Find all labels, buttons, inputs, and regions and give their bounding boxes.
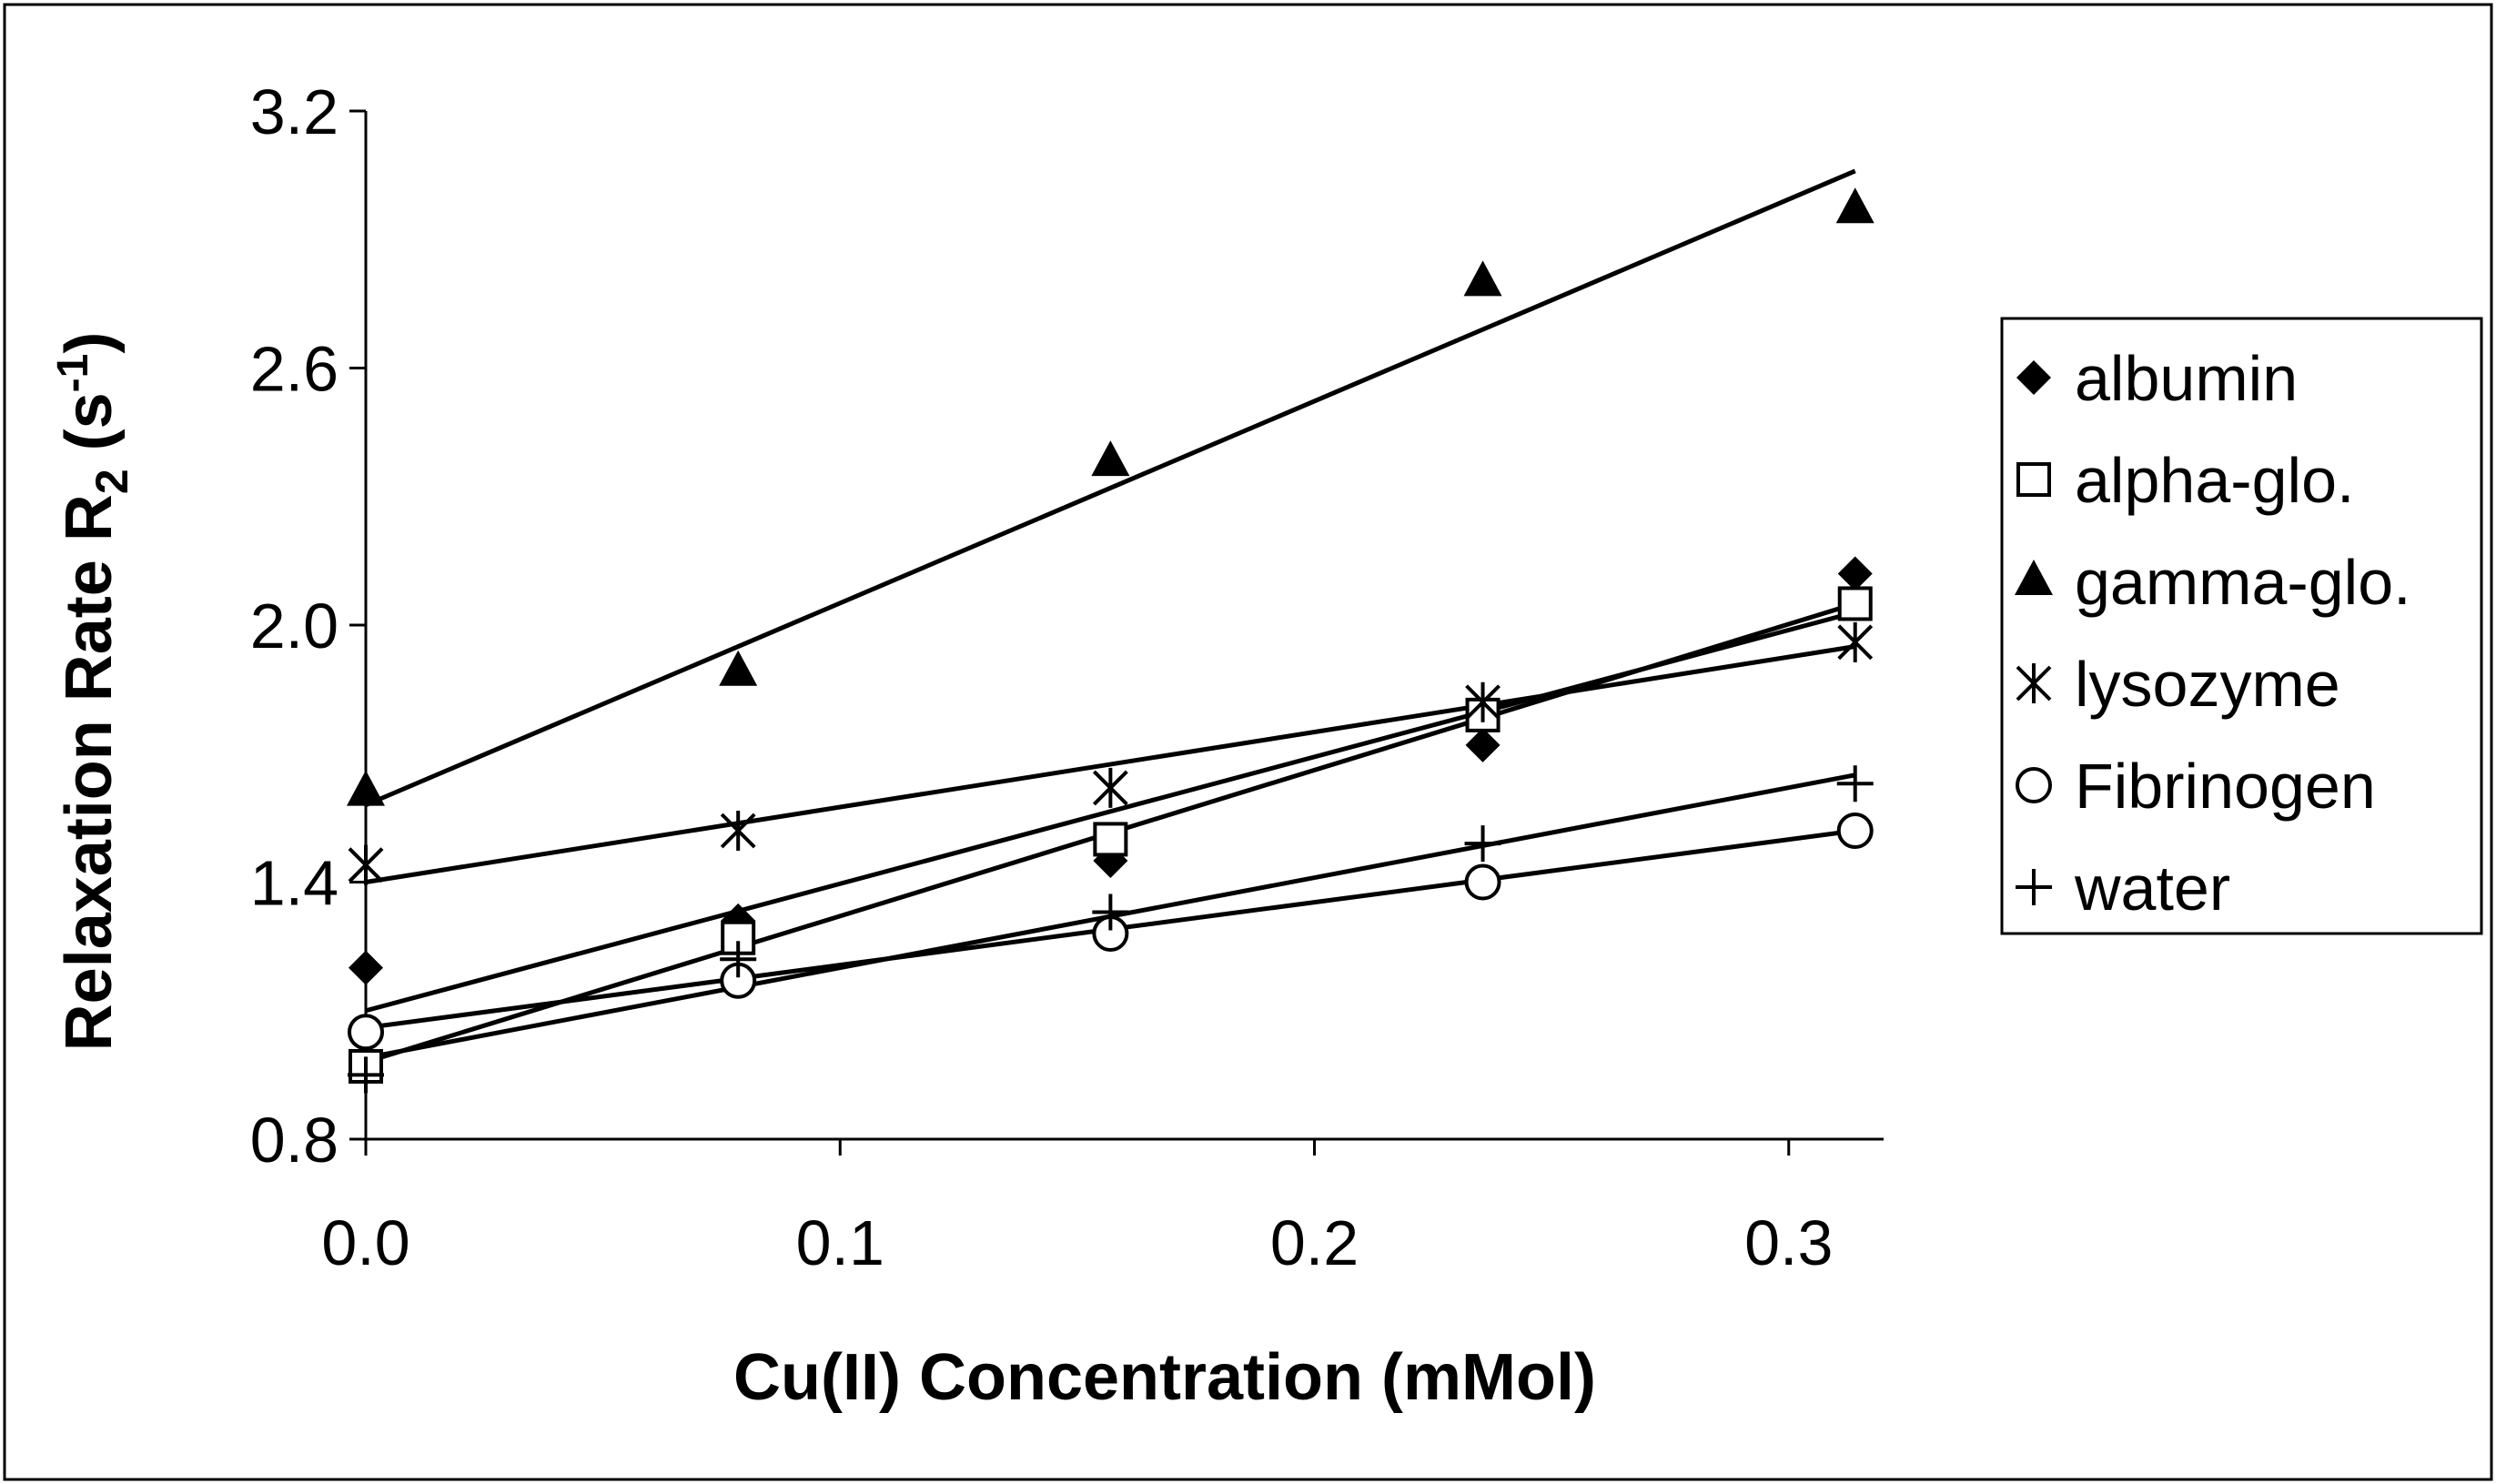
y-tick-label: 2.6 (250, 334, 339, 405)
legend-marker-water (2016, 869, 2052, 905)
legend-marker-fibrinogen (2016, 767, 2052, 803)
data-point-fibrinogen (1836, 813, 1874, 849)
y-axis-label: Relaxation Rate R2 (s-1) (49, 332, 137, 1052)
data-point-lysozyme (1837, 621, 1874, 662)
data-point-water (1464, 825, 1501, 863)
y-tick-label: 2.0 (250, 591, 339, 661)
data-point-fibrinogen (1464, 863, 1501, 901)
data-point-water (720, 941, 757, 978)
fit-line-lysozyme (365, 644, 1856, 884)
legend: albumin alpha-glo. gamma-glo. lysozyme Fibri… (2000, 317, 2483, 935)
x-tick-label: 0.2 (1270, 1207, 1359, 1278)
data-markers (347, 187, 1875, 1094)
legend-label-albumin: albumin (2075, 343, 2298, 414)
legend-label-lysozyme: lysozyme (2075, 649, 2340, 720)
legend-label-gamma-glo: gamma-glo. (2075, 547, 2411, 618)
data-point-gamma-glo (719, 650, 758, 686)
data-point-albumin (1837, 556, 1873, 591)
legend-label-fibrinogen: Fibrinogen (2075, 751, 2376, 822)
data-point-alpha-glo (1837, 586, 1873, 621)
fit-line-gamma-glo (365, 168, 1856, 808)
y-tick-label: 1.4 (250, 848, 339, 919)
data-point-gamma-glo (1091, 440, 1130, 477)
x-axis-label: Cu(II) Concentration (mMol) (733, 1341, 1596, 1414)
legend-marker-lysozyme (2016, 663, 2052, 703)
data-point-gamma-glo (1463, 260, 1502, 297)
data-point-fibrinogen (348, 1014, 384, 1051)
legend-label-water: water (2074, 853, 2230, 924)
data-point-water (1092, 893, 1129, 931)
y-tick-label: 0.8 (250, 1105, 339, 1176)
data-point-gamma-glo (1835, 187, 1875, 224)
legend-marker-alpha-glo (2016, 462, 2051, 497)
data-point-water (348, 1056, 384, 1094)
data-point-albumin (1465, 727, 1501, 762)
data-point-alpha-glo (1093, 822, 1128, 857)
legend-marker-gamma-glo (2015, 560, 2053, 595)
x-tick-label: 0.1 (796, 1207, 884, 1278)
legend-box (2000, 317, 2483, 935)
data-point-lysozyme (720, 811, 756, 851)
x-tick-label: 0.3 (1744, 1207, 1833, 1278)
data-point-lysozyme (348, 844, 384, 885)
y-tick-label: 3.2 (250, 76, 339, 147)
x-tick-label: 0.0 (321, 1207, 409, 1278)
legend-marker-albumin (2016, 360, 2051, 395)
data-point-lysozyme (1092, 767, 1128, 808)
data-point-gamma-glo (347, 770, 385, 806)
data-point-albumin (349, 950, 383, 985)
data-point-lysozyme (1465, 681, 1501, 722)
legend-label-alpha-glo: alpha-glo. (2075, 445, 2354, 516)
data-point-water (1836, 765, 1874, 803)
